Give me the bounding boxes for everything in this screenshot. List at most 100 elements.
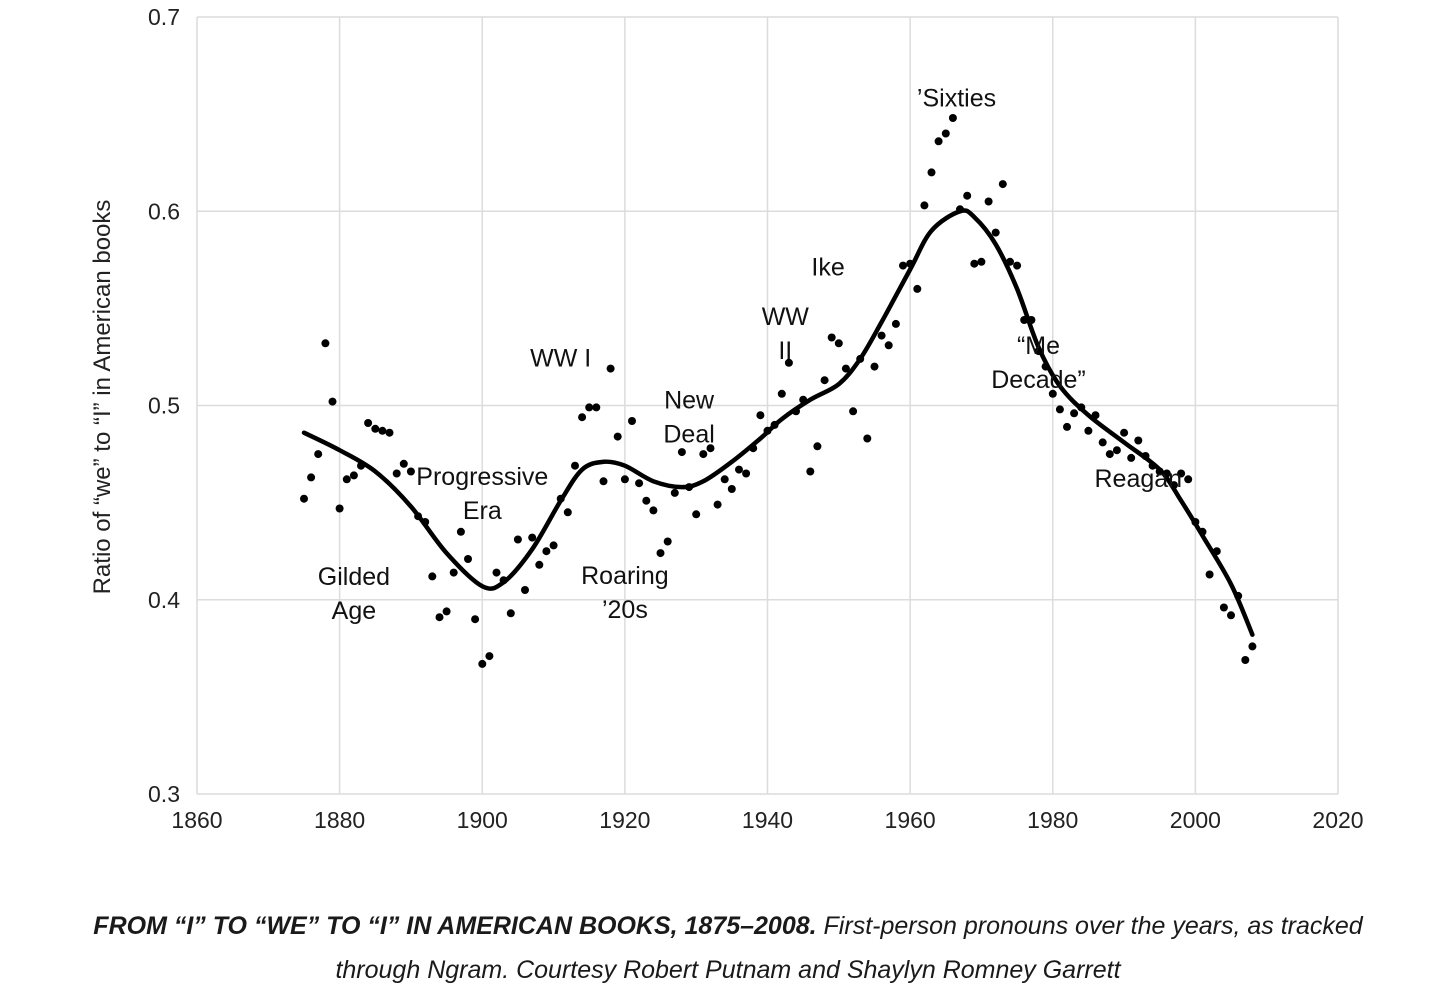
trend-line bbox=[301, 208, 1255, 637]
annotation-0: Gilded Age bbox=[318, 563, 390, 625]
data-point-1992 bbox=[1134, 436, 1143, 445]
data-point-1925 bbox=[656, 549, 665, 558]
data-point-1939 bbox=[756, 411, 765, 420]
data-point-1923 bbox=[642, 496, 651, 505]
data-point-1957 bbox=[884, 341, 893, 350]
data-point-1903 bbox=[499, 576, 508, 585]
data-point-1920 bbox=[620, 475, 629, 484]
data-point-1974 bbox=[1006, 257, 1014, 266]
data-point-1971 bbox=[984, 197, 993, 206]
data-point-1962 bbox=[920, 201, 929, 210]
data-point-1988 bbox=[1105, 450, 1114, 459]
data-point-1936 bbox=[735, 465, 743, 474]
data-point-1940 bbox=[763, 426, 772, 435]
data-point-1889 bbox=[399, 459, 408, 468]
data-point-1890 bbox=[406, 467, 415, 476]
data-point-1879 bbox=[328, 397, 337, 406]
data-point-1910 bbox=[549, 541, 558, 550]
data-point-1943 bbox=[784, 358, 793, 367]
data-point-1979 bbox=[1041, 362, 1050, 371]
data-point-1946 bbox=[806, 467, 815, 476]
data-point-2004 bbox=[1219, 603, 1228, 612]
data-point-1883 bbox=[357, 461, 365, 470]
annotation-3: Roaring ’20s bbox=[581, 562, 669, 624]
data-point-1911 bbox=[556, 494, 565, 503]
data-point-1977 bbox=[1027, 316, 1036, 324]
annotation-line: Gilded bbox=[318, 563, 390, 591]
data-point-1981 bbox=[1055, 405, 1064, 414]
annotation-line: ’20s bbox=[602, 596, 648, 624]
data-point-1955 bbox=[870, 362, 879, 371]
x-tick-label-1880: 1880 bbox=[314, 807, 365, 833]
x-tick-label-1960: 1960 bbox=[885, 807, 936, 833]
annotation-line: Deal bbox=[663, 420, 714, 448]
data-point-1916 bbox=[592, 403, 601, 412]
data-point-1906 bbox=[521, 586, 529, 594]
x-tick-label-1980: 1980 bbox=[1027, 807, 1078, 833]
y-axis-ticks: 0.3 0.4 0.5 0.6 0.7 bbox=[148, 4, 180, 807]
data-point-1875 bbox=[300, 494, 308, 503]
data-point-1986 bbox=[1091, 411, 1100, 420]
data-point-1949 bbox=[827, 333, 836, 342]
data-point-1954 bbox=[863, 434, 872, 443]
data-point-1956 bbox=[877, 331, 886, 340]
data-point-1884 bbox=[364, 419, 373, 427]
annotation-line: ’Sixties bbox=[917, 84, 996, 112]
data-point-1993 bbox=[1141, 452, 1150, 460]
trend-line-layer bbox=[301, 208, 1255, 637]
x-tick-label-2020: 2020 bbox=[1312, 807, 1363, 833]
annotation-line: WW bbox=[762, 303, 810, 331]
data-point-1912 bbox=[563, 508, 572, 517]
data-point-1987 bbox=[1098, 438, 1107, 447]
data-point-1888 bbox=[392, 469, 401, 478]
data-point-1935 bbox=[727, 485, 736, 493]
data-point-1899 bbox=[471, 615, 480, 624]
data-point-1972 bbox=[991, 228, 1000, 237]
x-axis-ticks: 1860 1880 1900 1920 1940 1960 1980 2000 2020 bbox=[171, 807, 1363, 833]
data-point-1990 bbox=[1120, 428, 1129, 437]
y-axis-label: Ratio of “we” to “I” in American books bbox=[89, 200, 116, 595]
data-point-1982 bbox=[1063, 422, 1071, 431]
data-point-1885 bbox=[371, 424, 380, 433]
data-point-1948 bbox=[820, 376, 829, 385]
annotation-line: Reagan bbox=[1095, 465, 1183, 493]
data-point-1908 bbox=[535, 560, 544, 569]
data-point-1896 bbox=[449, 568, 458, 577]
data-point-1994 bbox=[1148, 461, 1157, 470]
data-point-1900 bbox=[478, 659, 487, 668]
annotation-5: WW II bbox=[762, 303, 810, 365]
data-point-1887 bbox=[385, 428, 394, 437]
data-point-1930 bbox=[692, 510, 701, 519]
gridlines bbox=[196, 16, 1339, 795]
data-point-1902 bbox=[492, 568, 501, 577]
data-point-1952 bbox=[849, 407, 858, 416]
data-point-1937 bbox=[742, 469, 751, 478]
data-point-1914 bbox=[578, 413, 587, 422]
data-point-1976 bbox=[1020, 316, 1029, 324]
data-point-1947 bbox=[813, 442, 822, 451]
data-point-1921 bbox=[628, 417, 636, 425]
data-point-1963 bbox=[927, 168, 936, 177]
data-point-1945 bbox=[799, 395, 808, 404]
y-tick-label-2: 0.5 bbox=[148, 393, 180, 419]
data-point-1915 bbox=[585, 403, 594, 412]
data-point-1975 bbox=[1013, 261, 1022, 270]
data-point-1973 bbox=[998, 180, 1007, 189]
data-point-1886 bbox=[378, 426, 387, 435]
data-point-1978 bbox=[1034, 347, 1043, 356]
data-point-1984 bbox=[1077, 403, 1086, 412]
data-point-1998 bbox=[1177, 469, 1186, 478]
data-points bbox=[300, 114, 1257, 668]
data-point-1953 bbox=[856, 354, 865, 363]
data-point-2006 bbox=[1234, 591, 1243, 600]
x-tick-label-1860: 1860 bbox=[171, 807, 222, 833]
data-point-2005 bbox=[1227, 611, 1235, 620]
data-point-1926 bbox=[663, 537, 672, 546]
data-point-1985 bbox=[1084, 426, 1093, 435]
data-point-1934 bbox=[720, 475, 729, 484]
data-point-1941 bbox=[770, 420, 779, 429]
x-tick-label-1900: 1900 bbox=[457, 807, 508, 833]
annotation-7: ’Sixties bbox=[917, 84, 996, 112]
data-point-1991 bbox=[1127, 453, 1136, 462]
annotation-9: Reagan bbox=[1095, 465, 1183, 493]
